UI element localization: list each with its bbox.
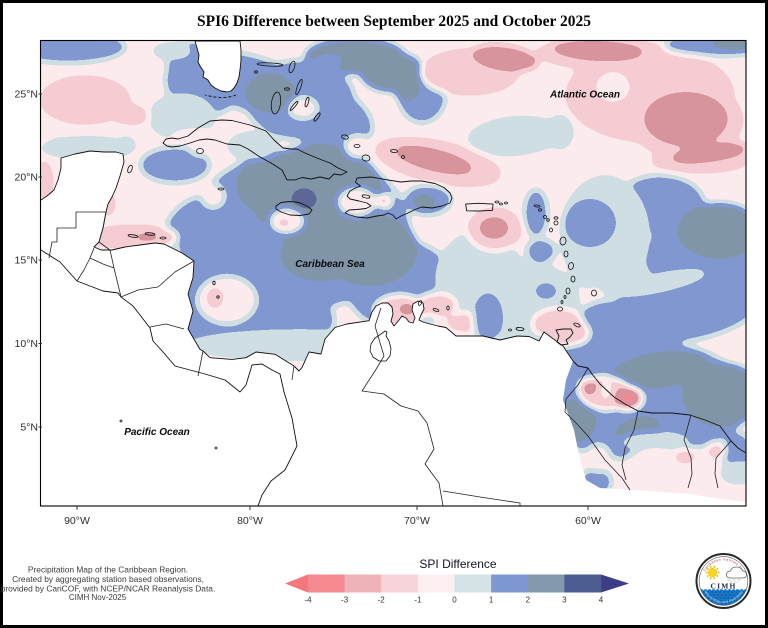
svg-text:70°W: 70°W [404, 515, 430, 527]
svg-text:80°W: 80°W [237, 515, 263, 527]
svg-text:20°N: 20°N [15, 172, 38, 184]
svg-text:0: 0 [452, 596, 457, 605]
svg-text:10°N: 10°N [15, 338, 38, 350]
svg-text:15°N: 15°N [15, 255, 38, 267]
svg-text:Caribbean Sea: Caribbean Sea [295, 259, 365, 270]
svg-text:SPI6 Difference between Septem: SPI6 Difference between September 2025 a… [197, 13, 591, 30]
svg-text:2: 2 [526, 596, 531, 605]
svg-text:SPI Difference: SPI Difference [419, 557, 496, 571]
svg-text:-3: -3 [341, 596, 349, 605]
svg-text:CIMH Nov-2025: CIMH Nov-2025 [69, 593, 127, 602]
svg-text:3: 3 [562, 596, 567, 605]
svg-text:Pacific Ocean: Pacific Ocean [124, 427, 190, 438]
svg-text:-4: -4 [304, 596, 312, 605]
svg-text:25°N: 25°N [15, 89, 38, 101]
svg-text:provided by CariCOF, with NCEP: provided by CariCOF, with NCEP/NCAR Rean… [1, 584, 216, 594]
svg-text:-1: -1 [414, 596, 422, 605]
svg-text:Atlantic Ocean: Atlantic Ocean [549, 90, 620, 101]
svg-text:1: 1 [489, 596, 494, 605]
svg-text:CIMH: CIMH [710, 582, 736, 591]
svg-text:Created by aggregating station: Created by aggregating station based obs… [12, 574, 204, 584]
svg-text:90°W: 90°W [64, 515, 90, 527]
svg-text:5°N: 5°N [20, 422, 38, 434]
svg-text:60°W: 60°W [575, 515, 601, 527]
svg-text:-2: -2 [378, 596, 386, 605]
svg-text:Precipitation Map of the Carib: Precipitation Map of the Caribbean Regio… [28, 565, 188, 575]
svg-text:4: 4 [599, 596, 604, 605]
